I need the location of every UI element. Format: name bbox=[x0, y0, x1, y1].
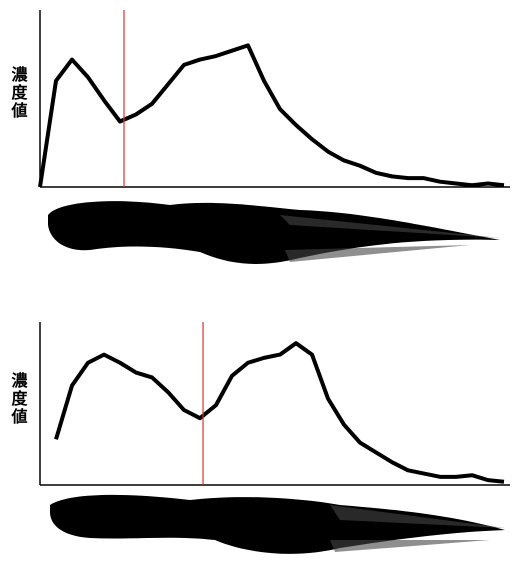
y-axis-label: 濃度値 bbox=[9, 65, 29, 120]
y-axis-label: 濃度値 bbox=[9, 371, 29, 426]
density-line bbox=[54, 341, 505, 484]
density-line bbox=[38, 43, 505, 188]
brush-stroke-1 bbox=[48, 201, 500, 264]
brush-stroke-2 bbox=[50, 494, 505, 554]
